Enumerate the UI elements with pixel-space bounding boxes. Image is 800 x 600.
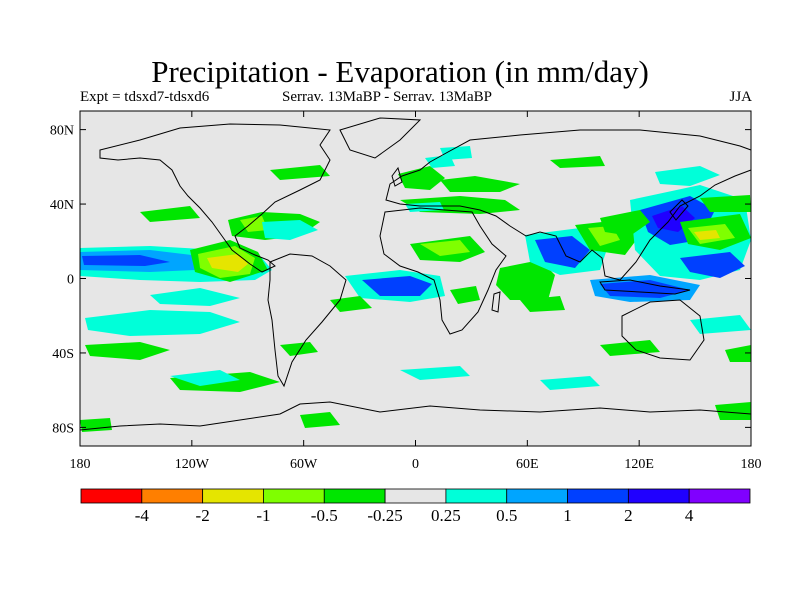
contour-lime-central-america (240, 216, 268, 232)
colorbar-swatch (627, 488, 690, 504)
africa-coast (379, 207, 507, 335)
colorbar-swatch (384, 488, 447, 504)
australia-coast (621, 299, 705, 361)
contour-green-indian-s (520, 296, 565, 312)
contour-green-antarctic-1 (80, 418, 112, 432)
lat-tick-label: 80S (52, 421, 74, 436)
contour-green-antarctic-2 (300, 412, 340, 428)
colorbar-swatch (80, 488, 143, 504)
madagascar-coast (491, 291, 501, 313)
contour-yellow-pacific (207, 254, 248, 272)
lat-tick-label: 0 (67, 273, 74, 288)
lat-tick-label: 40S (52, 347, 74, 362)
contour-green-s-pacific-3 (280, 342, 318, 356)
coastlines (79, 117, 752, 431)
colorbar-label: 4 (685, 506, 694, 525)
colorbar-label: -0.25 (367, 506, 402, 525)
colorbar-swatch (567, 488, 629, 504)
contour-green-nwpacific (700, 195, 751, 212)
lon-tick-label: 180 (70, 457, 91, 472)
colorbar-swatch (506, 488, 568, 504)
contour-lime-africa (420, 240, 470, 256)
colorbar-label: 1 (563, 506, 572, 525)
lon-tick-label: 60W (290, 457, 318, 472)
anomaly-contours (80, 146, 751, 432)
colorbar-swatch (323, 488, 386, 504)
contour-green-europe (398, 166, 445, 190)
colorbar-label: 0.25 (431, 506, 461, 525)
contour-green-north-3 (550, 156, 605, 168)
lon-tick-label: 120E (624, 457, 654, 472)
colorbar: -4 -2 -1 -0.5 -0.25 0.25 0.5 1 2 4 (80, 488, 751, 525)
contour-blue-pacific (82, 255, 170, 266)
lat-tick-label: 40N (50, 198, 74, 213)
colorbar-label: -0.5 (311, 506, 338, 525)
contour-cyan-spacific-2 (150, 288, 240, 306)
colorbar-label: -4 (135, 506, 150, 525)
contour-green-africa-se (450, 286, 480, 304)
lat-tick-label: 80N (50, 124, 74, 139)
map-title: Precipitation - Evaporation (in mm/day) (151, 54, 649, 89)
lon-tick-label: 0 (412, 457, 419, 472)
contour-blue-wpacific-2 (680, 252, 745, 278)
lon-tick-label: 180 (741, 457, 762, 472)
contour-cyan-central-america (262, 220, 318, 240)
colorbar-label: 0.5 (496, 506, 517, 525)
contour-blue-atlantic (362, 276, 432, 296)
longitude-axis: 180 120W 60W 0 60E 120E 180 (70, 111, 762, 472)
colorbar-swatch (202, 488, 264, 504)
colorbar-swatch (141, 488, 204, 504)
contour-green-north-2 (270, 165, 330, 180)
colorbar-swatch (263, 488, 325, 504)
indonesia-coast (599, 279, 691, 295)
lon-tick-label: 60E (516, 457, 539, 472)
season-label: JJA (729, 89, 752, 105)
north-america-coast (99, 123, 331, 273)
antarctica-coast (79, 401, 752, 431)
colorbar-label: -1 (256, 506, 270, 525)
lon-tick-label: 120W (175, 457, 210, 472)
contour-green-north-1 (140, 206, 200, 222)
contour-green-antarctic-3 (715, 402, 751, 420)
south-america-coast (267, 253, 347, 388)
greenland-coast (339, 117, 422, 159)
contour-cyan-southern-2 (540, 376, 600, 390)
contour-green-africa-e (496, 260, 555, 300)
contour-green-southern-1 (600, 340, 660, 356)
contour-cyan-siberia (655, 166, 720, 186)
eurasia-coast (385, 129, 752, 281)
contour-cyan-southern-1 (400, 366, 470, 380)
contour-cyan-spacific-1 (85, 310, 240, 336)
contour-green-china (600, 210, 650, 236)
contour-green-spacific (85, 342, 170, 360)
contour-cyan-arctic (440, 146, 472, 160)
colorbar-label: -2 (196, 506, 210, 525)
colorbar-swatch (445, 488, 508, 504)
contour-cyan-southern-3 (690, 315, 751, 334)
british-isles-coast (391, 166, 403, 187)
contour-yellow-wpacific (694, 230, 720, 240)
japan-coast (669, 199, 689, 221)
contour-green-europe-2 (440, 176, 520, 192)
colorbar-swatch (688, 488, 751, 504)
latitude-axis: 80N 40N 0 40S 80S (50, 124, 751, 436)
experiment-label: Expt = tdsxd7-tdsxd6 (80, 89, 210, 105)
colorbar-label: 2 (624, 506, 633, 525)
simulation-label: Serrav. 13MaBP - Serrav. 13MaBP (282, 89, 492, 105)
contour-green-southern-2 (725, 345, 751, 362)
contour-cyan-spacific-3 (170, 370, 240, 386)
